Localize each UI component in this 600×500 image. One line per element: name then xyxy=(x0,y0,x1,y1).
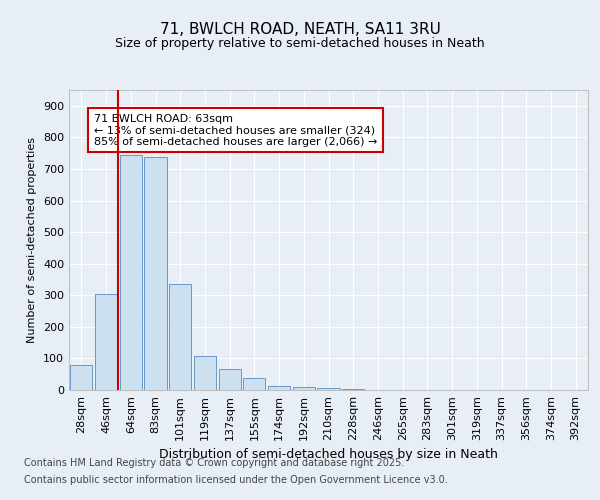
Y-axis label: Number of semi-detached properties: Number of semi-detached properties xyxy=(28,137,37,343)
Bar xyxy=(317,388,340,390)
Text: 71 BWLCH ROAD: 63sqm
← 13% of semi-detached houses are smaller (324)
85% of semi: 71 BWLCH ROAD: 63sqm ← 13% of semi-detac… xyxy=(94,114,377,147)
Bar xyxy=(95,294,117,390)
Bar xyxy=(268,386,290,390)
Bar xyxy=(70,364,92,390)
Bar xyxy=(145,157,167,390)
Text: Contains public sector information licensed under the Open Government Licence v3: Contains public sector information licen… xyxy=(24,475,448,485)
Bar xyxy=(293,387,315,390)
Bar xyxy=(194,356,216,390)
Text: 71, BWLCH ROAD, NEATH, SA11 3RU: 71, BWLCH ROAD, NEATH, SA11 3RU xyxy=(160,22,440,38)
X-axis label: Distribution of semi-detached houses by size in Neath: Distribution of semi-detached houses by … xyxy=(159,448,498,462)
Text: Size of property relative to semi-detached houses in Neath: Size of property relative to semi-detach… xyxy=(115,38,485,51)
Bar xyxy=(119,154,142,390)
Text: Contains HM Land Registry data © Crown copyright and database right 2025.: Contains HM Land Registry data © Crown c… xyxy=(24,458,404,468)
Bar xyxy=(243,378,265,390)
Bar xyxy=(218,368,241,390)
Bar xyxy=(169,284,191,390)
